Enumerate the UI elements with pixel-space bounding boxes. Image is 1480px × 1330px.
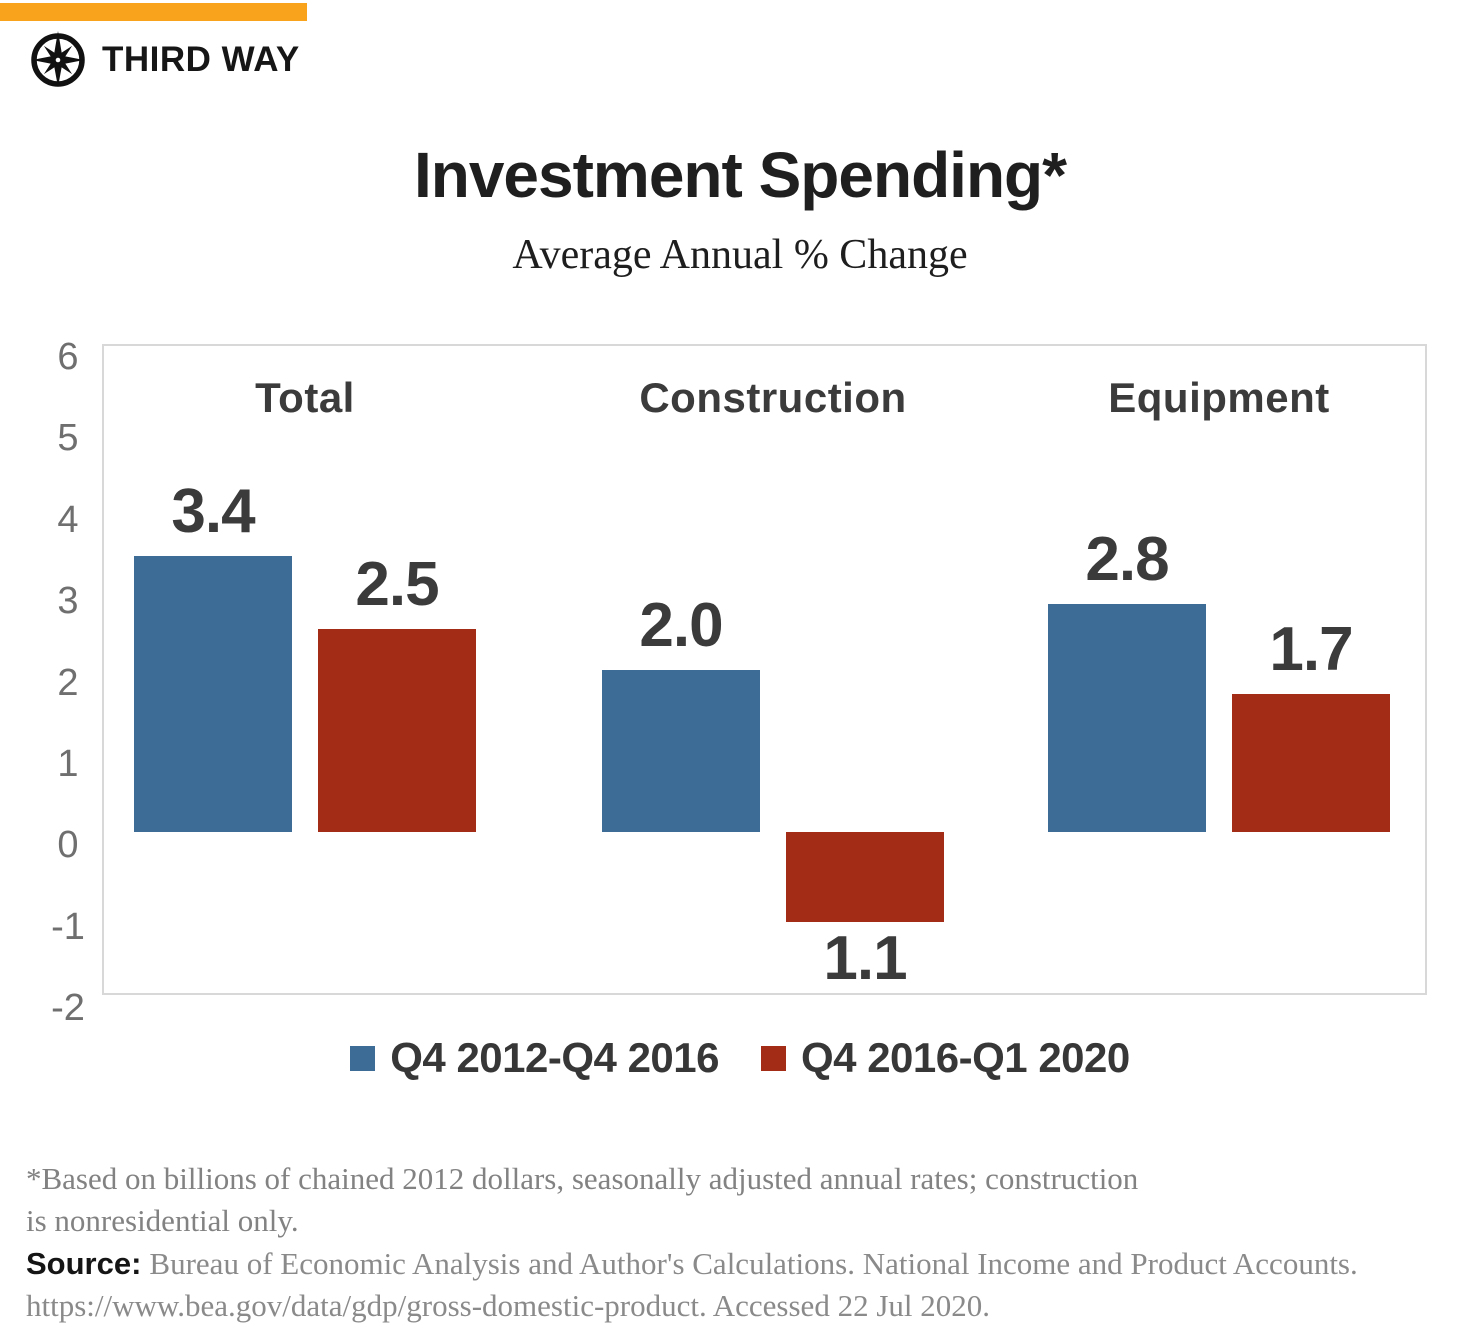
brand-logo: THIRD WAY [28, 30, 300, 90]
y-axis-tick-label: -2 [51, 987, 85, 1029]
bar-value-label: 3.4 [171, 476, 255, 546]
brand-accent-bar [0, 3, 307, 21]
source-line-1: Bureau of Economic Analysis and Author's… [149, 1246, 1358, 1281]
footnote-line-2: is nonresidential only. [26, 1202, 299, 1238]
chart-subtitle: Average Annual % Change [512, 232, 968, 278]
plot-area [102, 344, 1427, 995]
bar-value-label: 2.5 [355, 549, 439, 619]
y-axis-tick-label: 1 [57, 742, 79, 785]
bar-value-label: 1.1 [823, 923, 907, 993]
category-label-construction: Construction [639, 374, 907, 421]
footnote-line-1: *Based on billions of chained 2012 dolla… [26, 1161, 1139, 1196]
legend-swatch [350, 1045, 376, 1071]
y-axis-tick-label: 0 [57, 824, 79, 867]
legend-entry: Q4 2016-Q1 2020 [761, 1034, 1130, 1082]
legend-series-label: Q4 2012-Q4 2016 [390, 1034, 719, 1081]
bar-construction-series-1 [602, 669, 760, 833]
legend-swatch [761, 1045, 786, 1071]
bar-total-series-1 [134, 555, 292, 833]
bar-equipment-series-1 [1048, 604, 1206, 833]
category-label-equipment: Equipment [1108, 374, 1330, 421]
footnote: *Based on billions of chained 2012 dolla… [26, 1158, 1446, 1241]
legend: Q4 2012-Q4 2016 Q4 2016-Q1 2020 [0, 1032, 1480, 1084]
legend-series-label: Q4 2016-Q1 2020 [801, 1034, 1130, 1081]
legend-entry: Q4 2012-Q4 2016 [350, 1034, 719, 1082]
y-axis-tick-label: 3 [57, 580, 79, 623]
bar-value-label: 1.7 [1269, 614, 1353, 684]
y-axis-tick-label: 5 [57, 417, 79, 460]
bar-total-series-2 [318, 628, 476, 833]
bar-value-label: 2.8 [1085, 525, 1169, 595]
brand-name: THIRD WAY [102, 40, 300, 79]
y-axis-tick-label: -1 [51, 905, 85, 948]
bar-construction-series-2 [786, 832, 944, 922]
category-label-total: Total [255, 374, 355, 421]
compass-icon [31, 31, 85, 87]
source-line-2: https://www.bea.gov/data/gdp/gross-domes… [26, 1287, 990, 1323]
y-axis-tick-label: 6 [57, 336, 79, 378]
source-label: Source: [26, 1246, 142, 1281]
y-axis-tick-label: 4 [57, 498, 79, 541]
chart-title: Investment Spending* [413, 139, 1067, 211]
y-axis-tick-label: 2 [57, 661, 79, 704]
source: Source: Bureau of Economic Analysis and A… [26, 1243, 1466, 1326]
bar-equipment-series-2 [1232, 693, 1390, 833]
bar-value-label: 2.0 [639, 590, 723, 660]
